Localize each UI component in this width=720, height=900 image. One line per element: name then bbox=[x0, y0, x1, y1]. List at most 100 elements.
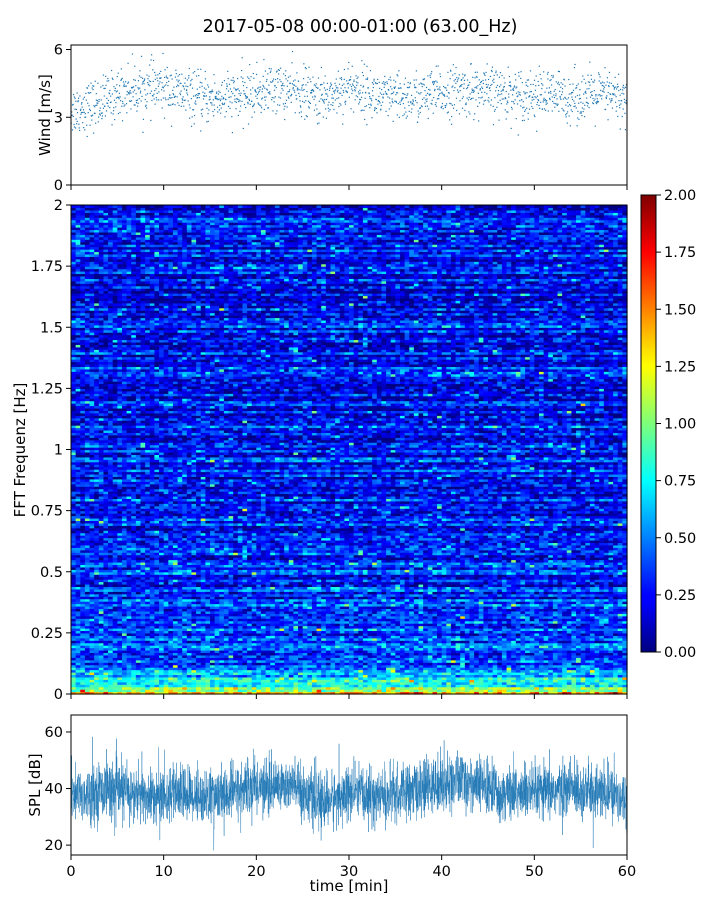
wind-point bbox=[259, 91, 260, 92]
wind-point bbox=[137, 87, 138, 88]
wind-point bbox=[72, 115, 73, 116]
wind-point bbox=[305, 100, 306, 101]
wind-point bbox=[99, 99, 100, 100]
wind-point bbox=[100, 114, 101, 115]
wind-point bbox=[176, 86, 177, 87]
wind-point bbox=[387, 83, 388, 84]
wind-point bbox=[256, 74, 257, 75]
wind-point bbox=[153, 60, 154, 61]
wind-point bbox=[534, 116, 535, 117]
wind-point bbox=[609, 98, 610, 99]
wind-point bbox=[576, 87, 577, 88]
wind-point bbox=[407, 93, 408, 94]
wind-point bbox=[515, 74, 516, 75]
wind-point bbox=[431, 71, 432, 72]
wind-point bbox=[533, 99, 534, 100]
wind-point bbox=[256, 92, 257, 93]
wind-point bbox=[472, 98, 473, 99]
wind-point bbox=[338, 97, 339, 98]
wind-point bbox=[138, 80, 139, 81]
wind-point bbox=[496, 71, 497, 72]
wind-point bbox=[333, 109, 334, 110]
wind-point bbox=[406, 95, 407, 96]
wind-point bbox=[433, 97, 434, 98]
wind-point bbox=[344, 87, 345, 88]
wind-point bbox=[305, 84, 306, 85]
wind-point bbox=[342, 124, 343, 125]
wind-point bbox=[215, 98, 216, 99]
wind-point bbox=[141, 100, 142, 101]
wind-point bbox=[264, 109, 265, 110]
wind-point bbox=[82, 122, 83, 123]
wind-point bbox=[378, 100, 379, 101]
wind-point bbox=[272, 80, 273, 81]
wind-point bbox=[252, 87, 253, 88]
wind-point bbox=[330, 86, 331, 87]
wind-point bbox=[135, 104, 136, 105]
wind-point bbox=[284, 109, 285, 110]
wind-point bbox=[189, 104, 190, 105]
wind-point bbox=[329, 90, 330, 91]
wind-point bbox=[445, 105, 446, 106]
wind-point bbox=[228, 106, 229, 107]
wind-point bbox=[532, 99, 533, 100]
wind-point bbox=[202, 109, 203, 110]
wind-point bbox=[386, 81, 387, 82]
wind-point bbox=[465, 74, 466, 75]
wind-point bbox=[526, 85, 527, 86]
wind-point bbox=[363, 110, 364, 111]
wind-point bbox=[239, 90, 240, 91]
wind-point bbox=[452, 86, 453, 87]
wind-point bbox=[279, 105, 280, 106]
wind-point bbox=[494, 111, 495, 112]
wind-point bbox=[444, 94, 445, 95]
wind-point bbox=[194, 123, 195, 124]
wind-point bbox=[308, 101, 309, 102]
wind-point bbox=[385, 111, 386, 112]
wind-point bbox=[247, 97, 248, 98]
wind-point bbox=[302, 101, 303, 102]
wind-point bbox=[133, 91, 134, 92]
wind-point bbox=[389, 102, 390, 103]
wind-point bbox=[348, 62, 349, 63]
wind-point bbox=[118, 98, 119, 99]
wind-point bbox=[399, 102, 400, 103]
wind-point bbox=[149, 64, 150, 65]
wind-point bbox=[207, 103, 208, 104]
wind-point bbox=[473, 90, 474, 91]
wind-point bbox=[308, 106, 309, 107]
wind-point bbox=[379, 82, 380, 83]
wind-point bbox=[376, 83, 377, 84]
wind-point bbox=[107, 103, 108, 104]
spectrogram-cells bbox=[71, 205, 628, 695]
wind-point bbox=[264, 97, 265, 98]
wind-point bbox=[372, 95, 373, 96]
wind-point bbox=[229, 97, 230, 98]
wind-point bbox=[370, 104, 371, 105]
wind-point bbox=[610, 101, 611, 102]
wind-point bbox=[142, 83, 143, 84]
wind-point bbox=[195, 101, 196, 102]
wind-point bbox=[395, 86, 396, 87]
wind-point bbox=[158, 83, 159, 84]
wind-point bbox=[288, 98, 289, 99]
wind-point bbox=[350, 79, 351, 80]
wind-point bbox=[550, 93, 551, 94]
wind-point bbox=[248, 78, 249, 79]
wind-point bbox=[619, 105, 620, 106]
wind-point bbox=[381, 105, 382, 106]
wind-point bbox=[522, 115, 523, 116]
wind-point bbox=[304, 119, 305, 120]
wind-point bbox=[95, 81, 96, 82]
wind-point bbox=[393, 121, 394, 122]
wind-point bbox=[272, 110, 273, 111]
wind-point bbox=[418, 93, 419, 94]
wind-point bbox=[456, 110, 457, 111]
wind-point bbox=[102, 85, 103, 86]
wind-point bbox=[381, 94, 382, 95]
wind-panel: 036 Wind [m/s] bbox=[36, 43, 627, 194]
wind-point bbox=[611, 83, 612, 84]
wind-point bbox=[95, 105, 96, 106]
wind-point bbox=[556, 98, 557, 99]
wind-point bbox=[368, 87, 369, 88]
